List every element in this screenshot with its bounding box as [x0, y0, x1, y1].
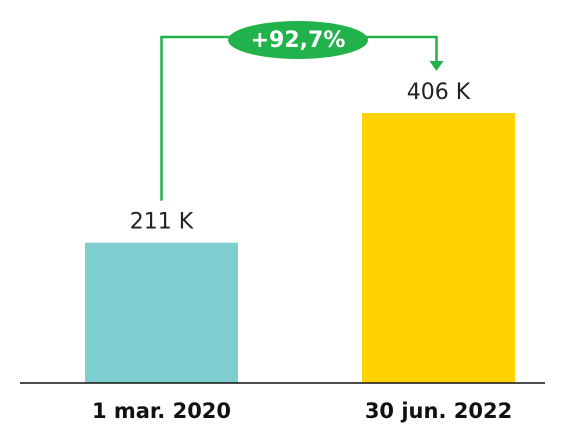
category-label: 30 jun. 2022	[365, 399, 512, 423]
arrow-head	[429, 61, 444, 72]
category-label: 1 mar. 2020	[92, 399, 231, 423]
value-label: 406 K	[407, 80, 471, 105]
bar	[85, 242, 238, 383]
bar	[362, 113, 515, 383]
annotation: +92,7%	[251, 28, 346, 53]
annotation-pill	[228, 21, 368, 59]
value-label: 211 K	[130, 210, 194, 235]
